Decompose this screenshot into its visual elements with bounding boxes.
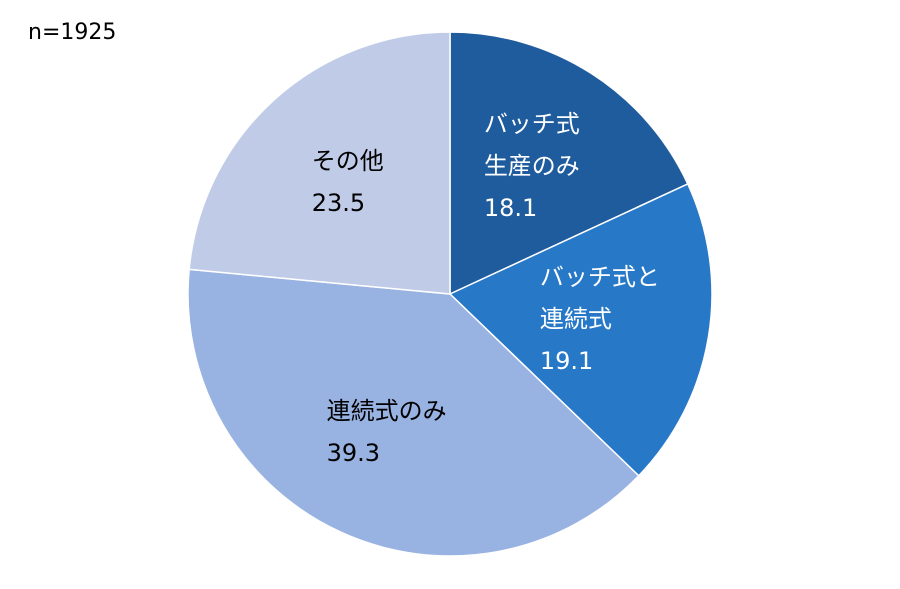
category-label: バッチ式 生産のみ [483, 109, 580, 180]
category-label: 連続式のみ [326, 397, 447, 426]
value-label: 23.5 [311, 188, 366, 217]
value-label: 18.1 [483, 193, 538, 222]
value-label: 19.1 [539, 347, 594, 376]
slice-label: その他 23.5 [312, 140, 384, 224]
pie-slice [187, 268, 640, 557]
category-label: バッチ式と 連続式 [539, 263, 660, 334]
slice-label: バッチ式と 連続式 19.1 [540, 256, 660, 382]
value-label: 39.3 [326, 439, 381, 468]
slice-label: バッチ式 生産のみ 18.1 [484, 103, 580, 229]
pie-slice [449, 31, 689, 296]
slice-label: 連続式のみ 39.3 [327, 390, 447, 474]
category-label: その他 [311, 146, 384, 175]
annotation: n=1925 [28, 20, 117, 45]
pie-slice [188, 31, 451, 295]
pie-slice [448, 182, 713, 477]
